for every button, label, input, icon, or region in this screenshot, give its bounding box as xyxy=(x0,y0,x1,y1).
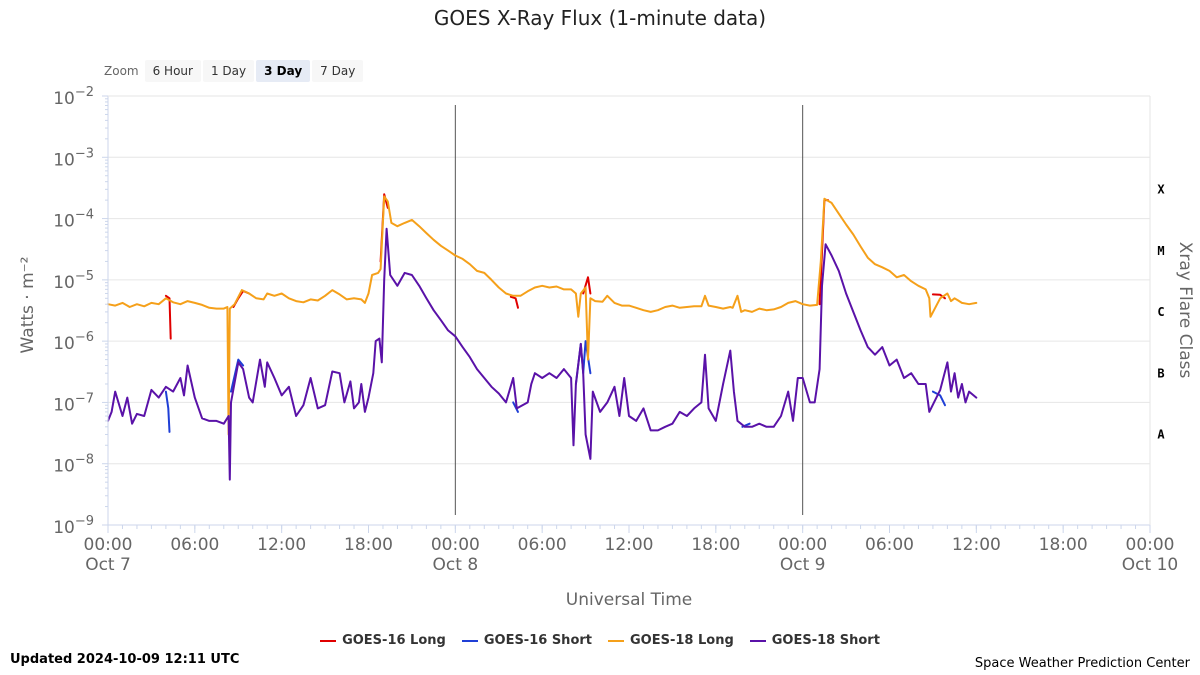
y-tick-label: 10−5 xyxy=(53,269,94,293)
legend-swatch xyxy=(749,639,766,642)
updated-timestamp: Updated 2024-10-09 12:11 UTC xyxy=(10,652,240,667)
series-line-segment xyxy=(164,294,172,340)
legend-label: GOES-16 Short xyxy=(483,633,592,648)
x-tick-date-label: Oct 10 xyxy=(1122,555,1178,575)
flare-class-label-c: C xyxy=(1157,305,1164,319)
legend-swatch xyxy=(461,639,478,642)
series-goes-18-short xyxy=(107,227,978,481)
legend-goes18-long[interactable]: GOES-18 Long xyxy=(608,633,734,648)
xray-flux-chart[interactable]: 10−210−310−410−510−610−710−810−900:00Oct… xyxy=(0,0,1200,630)
flare-class-label-a: A xyxy=(1157,428,1165,442)
grid-lines xyxy=(108,95,1150,526)
legend: GOES-16 Long GOES-16 Short GOES-18 Long … xyxy=(0,633,1200,648)
flare-class-label-m: M xyxy=(1157,244,1164,258)
series-line-segment xyxy=(164,390,171,433)
series-goes-16-short xyxy=(164,340,946,433)
legend-swatch xyxy=(608,639,624,642)
y-tick-label: 10−3 xyxy=(53,146,94,170)
axes: 10−210−310−410−510−610−710−810−900:00Oct… xyxy=(53,85,1178,575)
y-tick-label: 10−9 xyxy=(53,514,94,538)
zoom-controls: Zoom 6 Hour 1 Day 3 Day 7 Day xyxy=(104,59,364,83)
x-tick-label: 06:00 xyxy=(170,535,219,555)
legend-label: GOES-16 Long xyxy=(342,633,446,648)
series-line-segment xyxy=(509,295,519,309)
y-tick-exponent: −7 xyxy=(75,391,94,406)
series-line-segment xyxy=(512,401,519,413)
y-tick-exponent: −9 xyxy=(75,514,94,529)
y-tick-exponent: −2 xyxy=(75,85,94,100)
x-tick-date-label: Oct 7 xyxy=(85,555,131,575)
series-line-segment xyxy=(107,195,978,436)
y-axis-label: Watts · m⁻² xyxy=(18,257,38,354)
flare-class-axis-label: Xray Flare Class xyxy=(1175,242,1195,379)
x-tick-label: 18:00 xyxy=(344,535,393,555)
zoom-1-day-button[interactable]: 1 Day xyxy=(202,60,255,82)
x-tick-label: 00:00 xyxy=(778,535,827,555)
day-marker-lines xyxy=(454,105,804,515)
series-goes-18-long xyxy=(107,195,978,436)
x-tick-label: 00:00 xyxy=(84,535,133,555)
legend-goes16-short[interactable]: GOES-16 Short xyxy=(461,633,592,648)
x-tick-date-label: Oct 8 xyxy=(433,555,479,575)
y-tick-exponent: −8 xyxy=(75,453,94,468)
flare-class-label-b: B xyxy=(1157,366,1164,380)
x-axis-label: Universal Time xyxy=(566,590,692,610)
y-tick-label: 10−6 xyxy=(53,330,94,354)
series-line-segment xyxy=(230,358,245,393)
x-tick-label: 18:00 xyxy=(1039,535,1088,555)
zoom-6-hour-button[interactable]: 6 Hour xyxy=(144,60,201,82)
y-tick-exponent: −4 xyxy=(75,208,94,223)
x-tick-label: 18:00 xyxy=(691,535,740,555)
zoom-3-day-button[interactable]: 3 Day xyxy=(256,60,311,82)
y-tick-label: 10−4 xyxy=(53,208,94,232)
x-tick-label: 06:00 xyxy=(518,535,567,555)
flare-class-label-x: X xyxy=(1157,183,1165,197)
credit-text: Space Weather Prediction Center xyxy=(974,656,1190,671)
x-tick-label: 06:00 xyxy=(865,535,914,555)
x-tick-date-label: Oct 9 xyxy=(780,555,826,575)
series-line-segment xyxy=(931,390,946,407)
y-tick-label: 10−8 xyxy=(53,453,94,477)
legend-goes18-short[interactable]: GOES-18 Short xyxy=(749,633,880,648)
legend-label: GOES-18 Long xyxy=(630,633,734,648)
zoom-label: Zoom xyxy=(104,64,139,78)
x-tick-label: 12:00 xyxy=(952,535,1001,555)
legend-label: GOES-18 Short xyxy=(771,633,880,648)
series-line-segment xyxy=(107,227,978,481)
x-tick-label: 12:00 xyxy=(605,535,654,555)
y-tick-exponent: −5 xyxy=(75,269,94,284)
zoom-7-day-button[interactable]: 7 Day xyxy=(312,60,364,82)
x-tick-label: 00:00 xyxy=(1126,535,1175,555)
y-tick-exponent: −6 xyxy=(75,330,94,345)
x-tick-label: 12:00 xyxy=(257,535,306,555)
series-goes-16-long xyxy=(164,193,946,340)
x-tick-label: 00:00 xyxy=(431,535,480,555)
legend-goes16-long[interactable]: GOES-16 Long xyxy=(320,633,446,648)
y-tick-label: 10−7 xyxy=(53,391,94,415)
y-tick-label: 10−2 xyxy=(53,85,94,109)
chart-title: GOES X-Ray Flux (1-minute data) xyxy=(433,6,767,30)
legend-swatch xyxy=(320,639,337,642)
y-tick-exponent: −3 xyxy=(75,146,94,161)
series-lines xyxy=(107,193,978,481)
